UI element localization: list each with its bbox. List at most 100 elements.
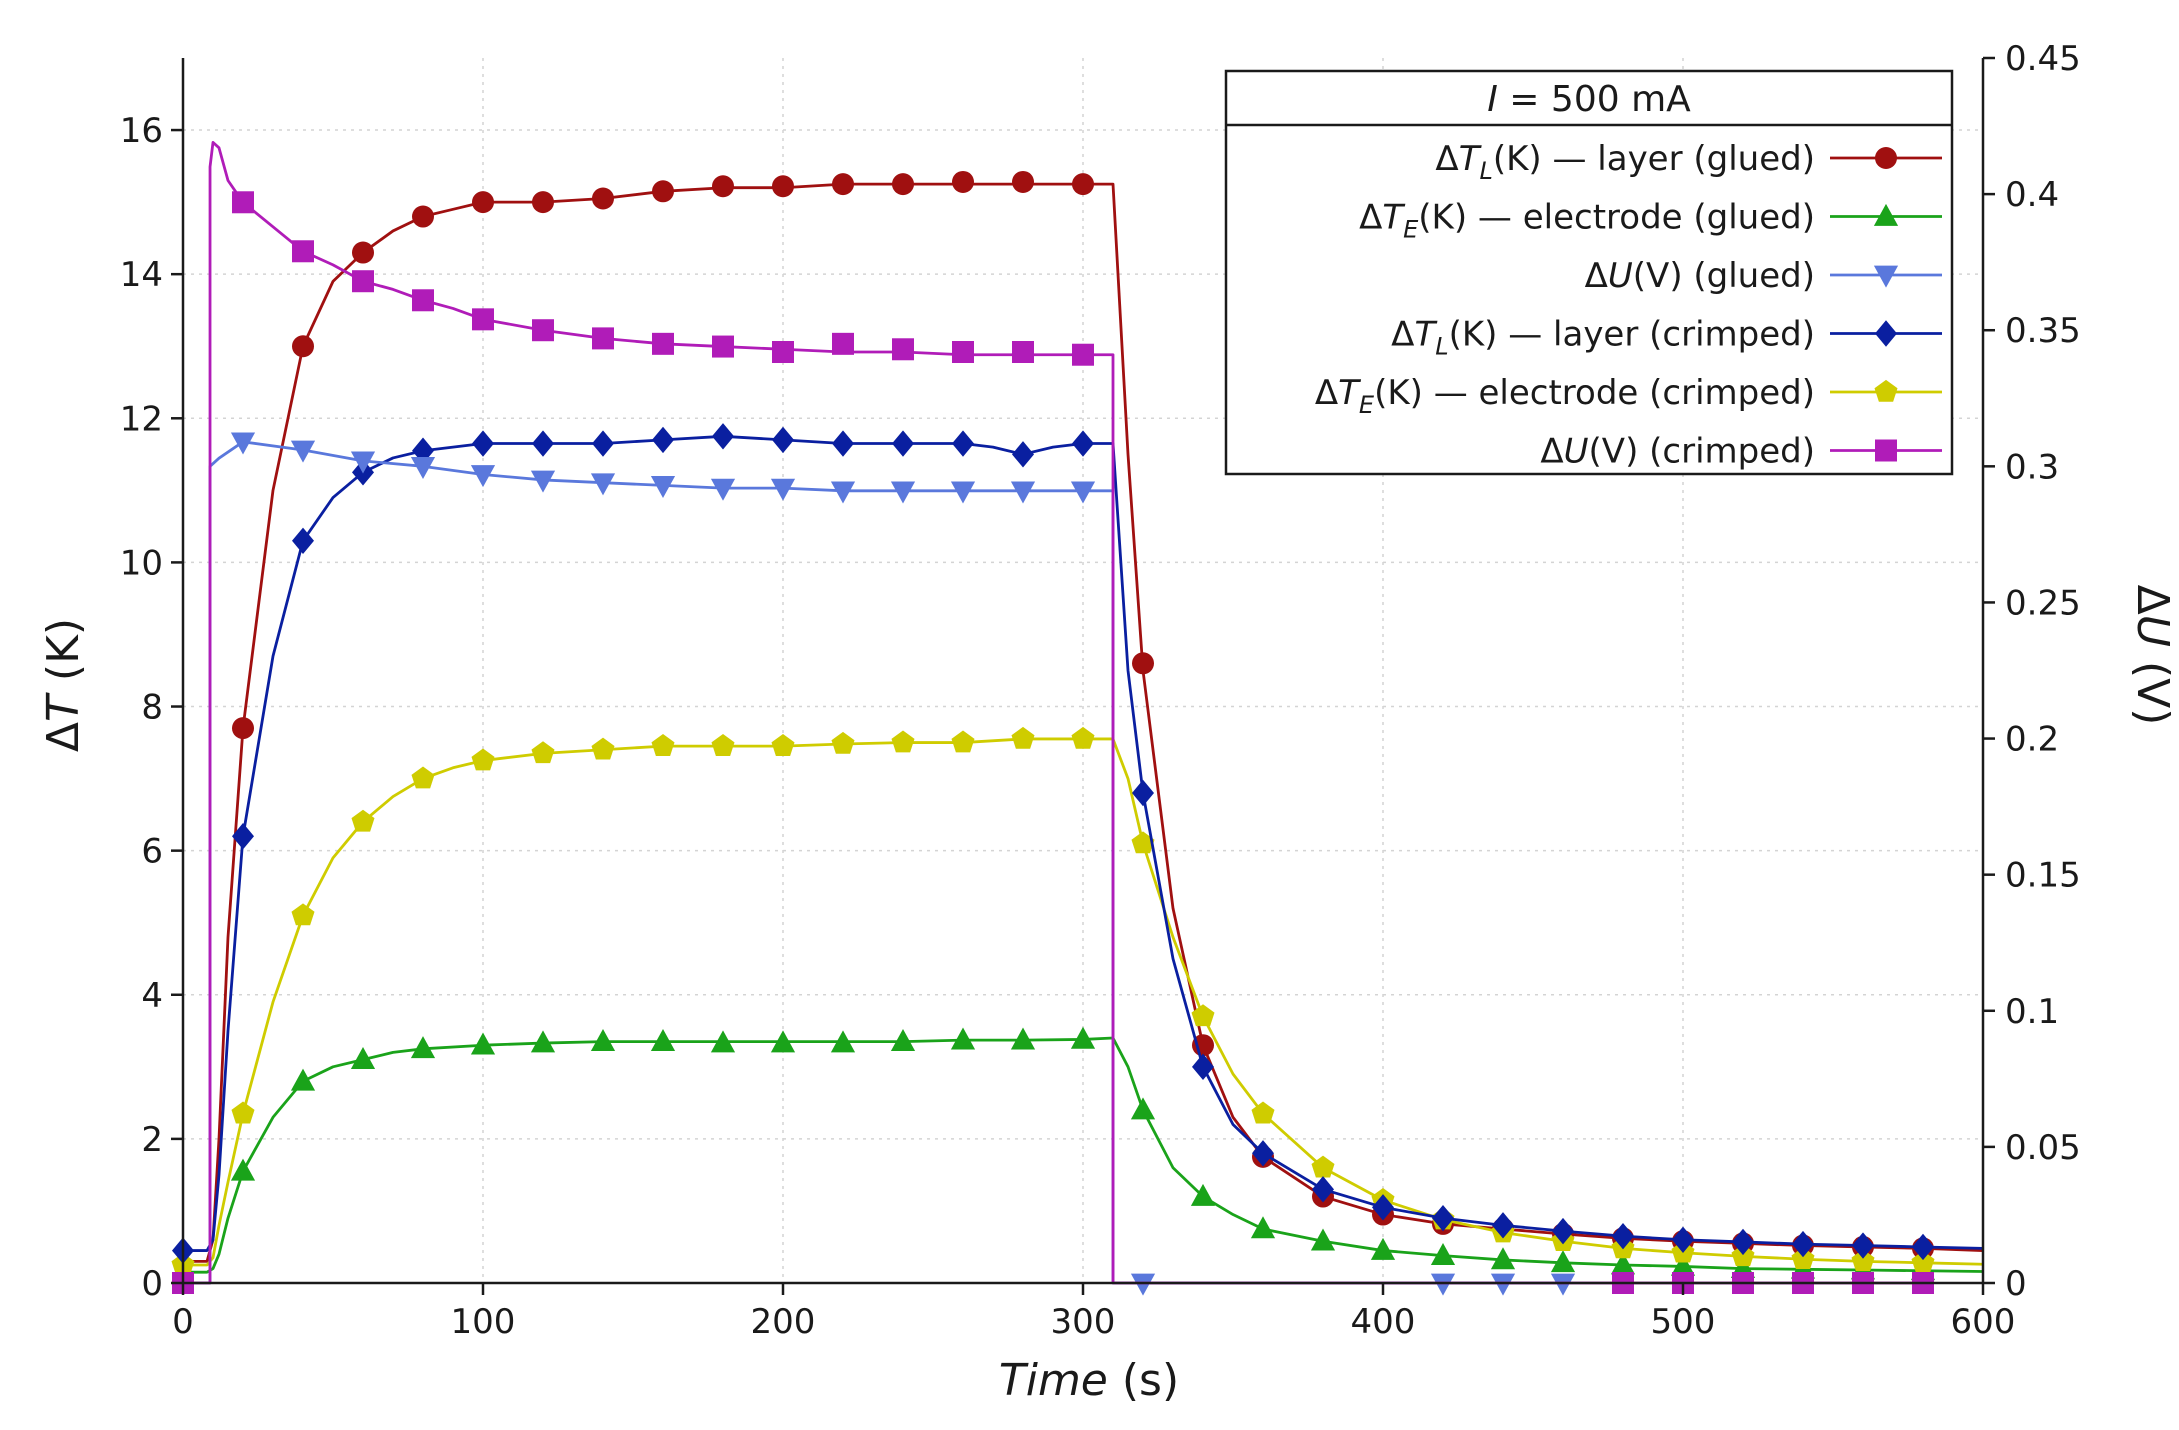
data-point — [470, 465, 496, 488]
data-point — [1792, 1230, 1814, 1258]
y-right-tick-label: 0.05 — [2005, 1128, 2081, 1168]
data-point — [712, 423, 734, 450]
data-point — [232, 823, 254, 850]
data-point — [1550, 1250, 1576, 1273]
data-point — [652, 426, 674, 454]
data-point — [351, 809, 375, 832]
data-point — [350, 1046, 376, 1069]
data-point — [712, 335, 734, 358]
legend-marker — [1873, 265, 1899, 288]
x-tick-label: 400 — [1351, 1302, 1416, 1342]
y-right-tick-label: 0.25 — [2005, 583, 2081, 623]
data-point — [892, 338, 914, 361]
data-point — [1312, 1176, 1334, 1203]
data-point — [592, 430, 614, 457]
data-point — [1191, 1004, 1215, 1027]
data-point — [1132, 652, 1154, 675]
data-point — [532, 319, 554, 342]
y-right-tick-label: 0.15 — [2005, 856, 2081, 896]
data-point — [1550, 1273, 1576, 1296]
data-point — [1552, 1217, 1574, 1245]
data-point — [412, 205, 434, 228]
series-line — [183, 434, 1984, 1252]
data-point — [470, 1032, 496, 1055]
data-point — [772, 175, 794, 198]
data-point — [1490, 1247, 1516, 1270]
data-point — [892, 173, 914, 196]
data-point — [1252, 1140, 1274, 1167]
y-right-tick-label: 0.45 — [2005, 39, 2081, 79]
y-right-tick-label: 0.2 — [2005, 720, 2059, 760]
data-point — [1672, 1226, 1694, 1253]
data-point — [951, 730, 975, 753]
y-right-tick-label: 0.35 — [2005, 311, 2081, 351]
data-point — [292, 335, 314, 358]
y-left-tick-label: 16 — [120, 111, 163, 151]
data-point — [952, 430, 974, 457]
x-tick-label: 500 — [1651, 1302, 1716, 1342]
data-point — [1010, 1027, 1036, 1050]
legend-marker — [1875, 439, 1897, 462]
legend-label: ΔTE(K) — electrode (crimped) — [1315, 373, 1815, 419]
series-6 — [172, 140, 1934, 1294]
data-point — [292, 527, 314, 554]
data-point — [412, 289, 434, 312]
data-point — [592, 187, 614, 210]
data-point — [652, 180, 674, 203]
series-2 — [183, 1026, 1984, 1281]
data-point — [1011, 726, 1035, 749]
data-point — [1430, 1273, 1456, 1296]
data-point — [290, 1068, 316, 1091]
legend-entries: ΔTL(K) — layer (glued) ΔTE(K) — electrode… — [1315, 139, 1942, 472]
data-point — [230, 1158, 256, 1181]
data-point — [1432, 1204, 1454, 1232]
data-point — [830, 1030, 856, 1053]
data-point — [1190, 1183, 1216, 1206]
data-point — [1130, 1273, 1156, 1296]
series-layer — [171, 140, 1984, 1296]
legend-box — [1224, 69, 1954, 476]
data-point — [650, 476, 676, 499]
data-point — [830, 481, 856, 504]
data-point — [710, 1030, 736, 1053]
y-left-tick-label: 6 — [141, 832, 163, 872]
data-point — [1492, 1212, 1514, 1239]
y-right-tick-label: 0.1 — [2005, 992, 2059, 1032]
data-point — [890, 1028, 916, 1051]
y-right-axis-title: ΔU (V) — [2127, 585, 2178, 726]
data-point — [651, 734, 675, 756]
y-left-axis-title: ΔT (K) — [38, 618, 89, 752]
data-point — [1012, 441, 1034, 468]
data-point — [292, 240, 314, 263]
y-right-tick-label: 0.4 — [2005, 175, 2059, 215]
data-point — [1311, 1155, 1335, 1178]
data-point — [232, 717, 254, 740]
data-point — [1490, 1273, 1516, 1296]
data-point — [770, 1030, 796, 1053]
data-point — [952, 341, 974, 363]
data-point — [952, 170, 974, 193]
data-point — [831, 731, 855, 754]
data-point — [531, 741, 555, 764]
y-left-tick-label: 14 — [120, 255, 163, 295]
data-point — [350, 451, 376, 474]
x-tick-label: 100 — [451, 1302, 516, 1342]
data-point — [352, 241, 374, 264]
x-tick-label: 600 — [1951, 1302, 2016, 1342]
data-point — [591, 737, 615, 760]
legend-title: I = 500 mA — [1487, 79, 1691, 120]
data-point — [1072, 430, 1094, 457]
data-point — [652, 332, 674, 355]
data-point — [410, 456, 436, 479]
x-axis-title: Time (s) — [999, 1355, 1179, 1406]
data-point — [231, 1101, 255, 1124]
data-point — [410, 1036, 436, 1059]
data-point — [1251, 1101, 1275, 1124]
data-point — [950, 481, 976, 504]
ticks: 0 100 200 300 400 500 600024681012141600.050.1… — [120, 39, 2081, 1342]
data-point — [530, 470, 556, 493]
data-point — [471, 748, 495, 771]
y-right-tick-label: 0 — [2005, 1264, 2027, 1304]
data-point — [1731, 1244, 1755, 1267]
data-point — [1911, 1250, 1935, 1273]
